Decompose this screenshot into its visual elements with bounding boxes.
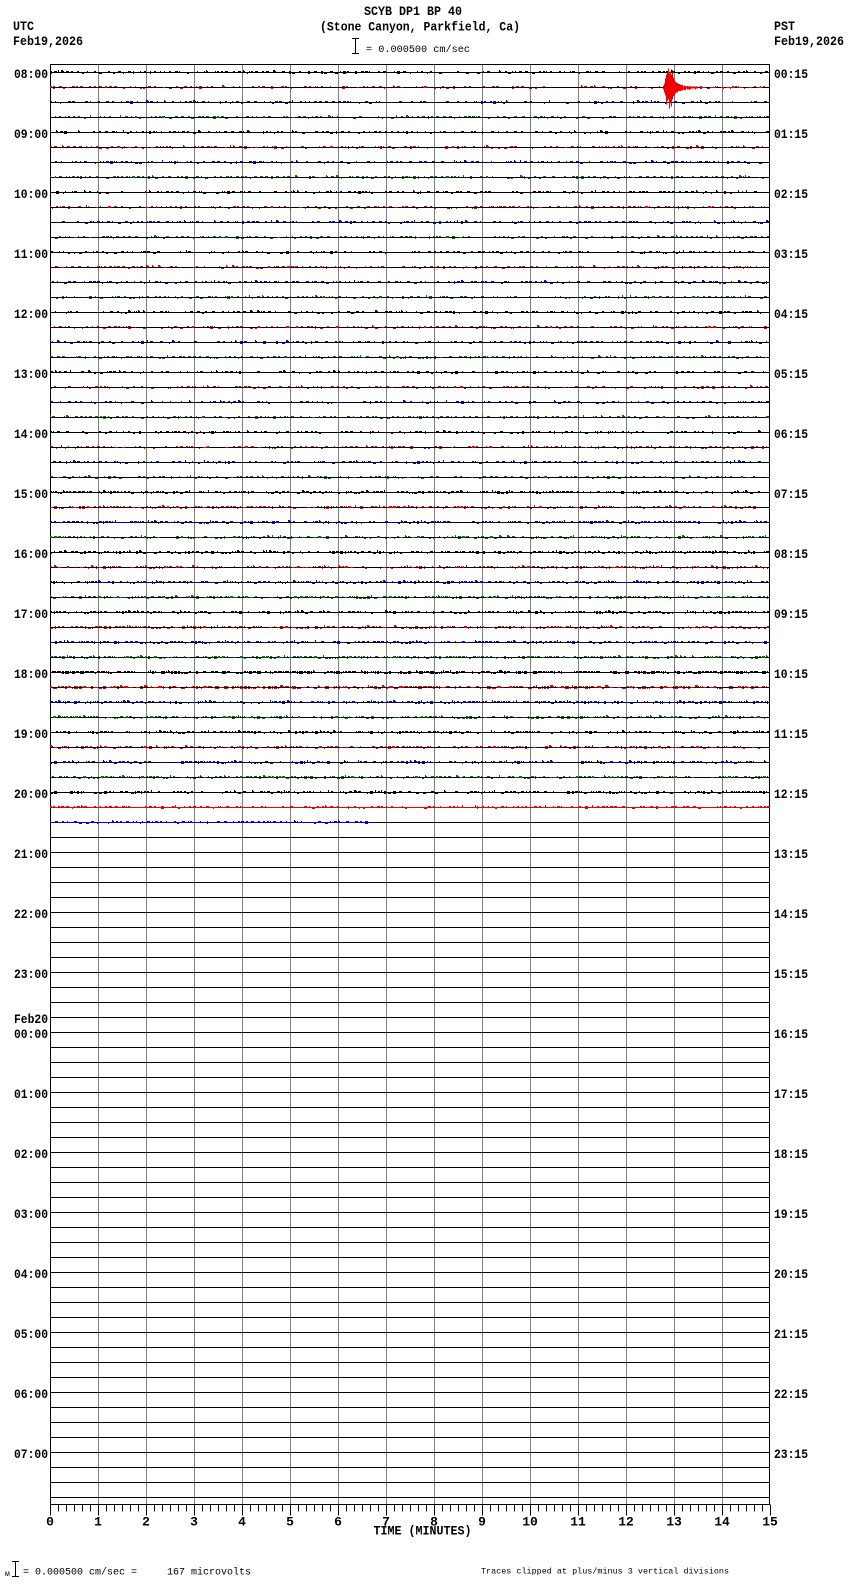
svg-text:15:00: 15:00: [14, 487, 48, 502]
svg-text:1: 1: [94, 1515, 102, 1530]
svg-text:22:15: 22:15: [774, 1387, 808, 1402]
svg-text:Traces clipped at plus/minus 3: Traces clipped at plus/minus 3 vertical …: [481, 1567, 729, 1577]
svg-text:11:00: 11:00: [14, 247, 48, 262]
svg-text:Feb19,2026: Feb19,2026: [13, 34, 83, 49]
svg-text:00:15: 00:15: [774, 67, 808, 82]
svg-text:0: 0: [46, 1515, 54, 1530]
svg-text:04:15: 04:15: [774, 307, 808, 322]
svg-text:Feb19,2026: Feb19,2026: [774, 34, 844, 49]
svg-text:12:15: 12:15: [774, 787, 808, 802]
svg-text:23:00: 23:00: [14, 967, 48, 982]
svg-text:12:00: 12:00: [14, 307, 48, 322]
svg-text:10:00: 10:00: [14, 187, 48, 202]
svg-text:04:00: 04:00: [14, 1267, 48, 1282]
svg-text:PST: PST: [774, 19, 795, 34]
svg-text:3: 3: [190, 1515, 198, 1530]
svg-text:07:15: 07:15: [774, 487, 808, 502]
svg-text:13:15: 13:15: [774, 847, 808, 862]
svg-text:2: 2: [142, 1515, 150, 1530]
svg-text:13:00: 13:00: [14, 367, 48, 382]
svg-text:01:15: 01:15: [774, 127, 808, 142]
svg-text:SCYB DP1 BP 40: SCYB DP1 BP 40: [364, 4, 462, 19]
svg-text:8: 8: [430, 1515, 438, 1530]
svg-text:21:00: 21:00: [14, 847, 48, 862]
svg-text:02:00: 02:00: [14, 1147, 48, 1162]
svg-text:18:15: 18:15: [774, 1147, 808, 1162]
svg-text:м: м: [5, 1570, 10, 1579]
svg-text:15:15: 15:15: [774, 967, 808, 982]
svg-text:07:00: 07:00: [14, 1447, 48, 1462]
svg-text:12: 12: [618, 1515, 634, 1530]
svg-text:17:15: 17:15: [774, 1087, 808, 1102]
svg-text:5: 5: [286, 1515, 294, 1530]
svg-text:Feb20: Feb20: [14, 1012, 48, 1027]
svg-text:06:00: 06:00: [14, 1387, 48, 1402]
svg-text:23:15: 23:15: [774, 1447, 808, 1462]
svg-text:13: 13: [666, 1515, 682, 1530]
svg-text:08:00: 08:00: [14, 67, 48, 82]
svg-text:10: 10: [522, 1515, 538, 1530]
svg-text:06:15: 06:15: [774, 427, 808, 442]
svg-text:21:15: 21:15: [774, 1327, 808, 1342]
svg-text:14:15: 14:15: [774, 907, 808, 922]
svg-text:15: 15: [762, 1515, 778, 1530]
svg-text:20:00: 20:00: [14, 787, 48, 802]
svg-text:00:00: 00:00: [14, 1027, 48, 1042]
svg-text:= 0.000500 cm/sec = 167 mi: = 0.000500 cm/sec = 167 microvolts: [23, 1567, 251, 1579]
svg-text:TIME (MINUTES): TIME (MINUTES): [374, 1524, 472, 1539]
svg-text:01:00: 01:00: [14, 1087, 48, 1102]
svg-text:09:00: 09:00: [14, 127, 48, 142]
svg-text:05:00: 05:00: [14, 1327, 48, 1342]
svg-text:03:15: 03:15: [774, 247, 808, 262]
svg-text:19:15: 19:15: [774, 1207, 808, 1222]
svg-text:08:15: 08:15: [774, 547, 808, 562]
svg-text:9: 9: [478, 1515, 486, 1530]
svg-text:03:00: 03:00: [14, 1207, 48, 1222]
svg-text:6: 6: [334, 1515, 342, 1530]
svg-text:11:15: 11:15: [774, 727, 808, 742]
svg-text:16:15: 16:15: [774, 1027, 808, 1042]
svg-text:14:00: 14:00: [14, 427, 48, 442]
svg-text:18:00: 18:00: [14, 667, 48, 682]
svg-text:7: 7: [382, 1515, 390, 1530]
svg-text:02:15: 02:15: [774, 187, 808, 202]
svg-text:14: 14: [714, 1515, 730, 1530]
svg-text:4: 4: [238, 1515, 246, 1530]
svg-text:= 0.000500 cm/sec: = 0.000500 cm/sec: [366, 44, 470, 56]
svg-text:17:00: 17:00: [14, 607, 48, 622]
svg-text:UTC: UTC: [13, 19, 34, 34]
svg-text:16:00: 16:00: [14, 547, 48, 562]
svg-text:11: 11: [570, 1515, 586, 1530]
svg-text:10:15: 10:15: [774, 667, 808, 682]
svg-text:05:15: 05:15: [774, 367, 808, 382]
svg-text:19:00: 19:00: [14, 727, 48, 742]
svg-text:22:00: 22:00: [14, 907, 48, 922]
svg-text:(Stone Canyon, Parkfield, Ca): (Stone Canyon, Parkfield, Ca): [320, 20, 520, 35]
svg-text:20:15: 20:15: [774, 1267, 808, 1282]
svg-text:09:15: 09:15: [774, 607, 808, 622]
